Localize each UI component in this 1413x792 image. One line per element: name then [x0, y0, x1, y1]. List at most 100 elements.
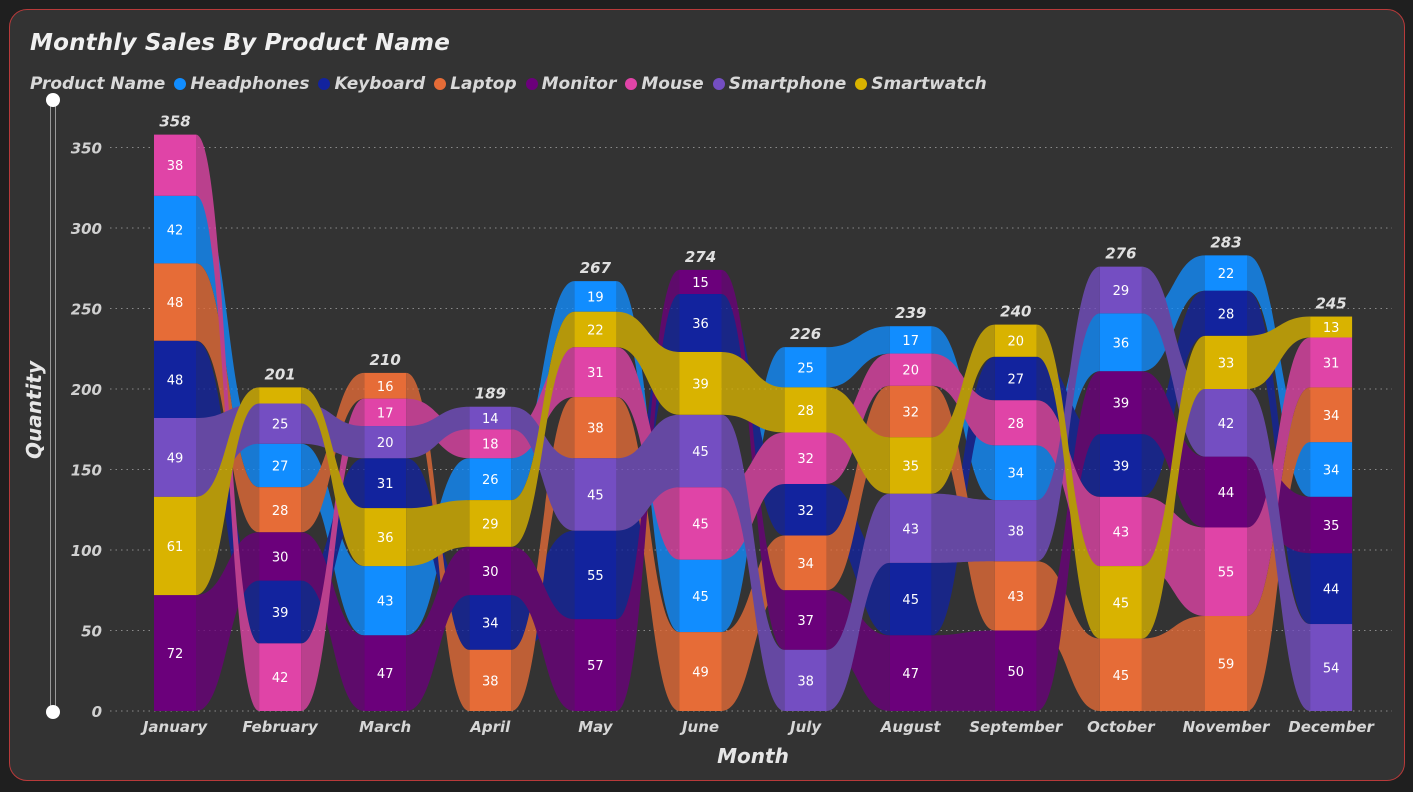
- bar-laptop[interactable]: [889, 385, 932, 438]
- bar-keyboard[interactable]: [679, 294, 722, 352]
- bar-smartwatch[interactable]: [574, 311, 617, 348]
- bar-smartwatch[interactable]: [1310, 316, 1353, 338]
- bar-laptop[interactable]: [1205, 616, 1247, 711]
- bar-monitor[interactable]: [1099, 371, 1142, 435]
- bar-mouse[interactable]: [994, 400, 1037, 446]
- bar-mouse[interactable]: [784, 432, 827, 484]
- bar-laptop[interactable]: [154, 263, 196, 341]
- bar-smartwatch[interactable]: [1205, 335, 1247, 389]
- bar-smartwatch[interactable]: [1099, 566, 1142, 639]
- bar-laptop[interactable]: [994, 561, 1037, 631]
- bar-keyboard[interactable]: [259, 580, 302, 644]
- bar-headphones[interactable]: [259, 443, 302, 488]
- bar-keyboard[interactable]: [1205, 290, 1247, 336]
- bar-keyboard[interactable]: [574, 530, 617, 620]
- bar-keyboard[interactable]: [364, 458, 407, 509]
- bar-smartwatch[interactable]: [154, 496, 196, 596]
- bar-mouse[interactable]: [154, 134, 196, 196]
- bar-keyboard[interactable]: [889, 562, 932, 636]
- bar-keyboard[interactable]: [1099, 434, 1142, 497]
- bar-mouse[interactable]: [1205, 527, 1247, 617]
- bar-mouse[interactable]: [364, 398, 407, 427]
- bar-monitor[interactable]: [574, 619, 617, 711]
- bar-smartphone[interactable]: [574, 458, 617, 531]
- data-label: 44: [1323, 583, 1340, 598]
- bar-monitor[interactable]: [889, 635, 932, 711]
- bar-monitor[interactable]: [1205, 456, 1247, 528]
- bar-smartphone[interactable]: [889, 493, 932, 563]
- bar-mouse[interactable]: [469, 429, 512, 459]
- bar-headphones[interactable]: [784, 347, 827, 388]
- legend-item-keyboard[interactable]: Keyboard: [318, 74, 425, 94]
- bar-smartwatch[interactable]: [679, 351, 722, 415]
- bar-smartphone[interactable]: [364, 426, 407, 459]
- legend-item-laptop[interactable]: Laptop: [434, 74, 517, 94]
- bar-smartphone[interactable]: [1310, 624, 1353, 711]
- bar-headphones[interactable]: [574, 281, 617, 312]
- bar-keyboard[interactable]: [469, 595, 512, 650]
- bar-smartwatch[interactable]: [994, 324, 1037, 357]
- bar-laptop[interactable]: [1310, 387, 1353, 443]
- bar-mouse[interactable]: [1099, 496, 1142, 567]
- x-tick-label: July: [787, 718, 822, 736]
- bar-headphones[interactable]: [889, 326, 932, 354]
- bar-monitor[interactable]: [154, 595, 196, 711]
- bar-laptop[interactable]: [469, 649, 512, 711]
- bar-monitor[interactable]: [469, 546, 512, 596]
- bar-smartphone[interactable]: [259, 403, 302, 444]
- bar-monitor[interactable]: [259, 532, 302, 581]
- bar-smartphone[interactable]: [679, 414, 722, 488]
- bar-smartphone[interactable]: [469, 406, 512, 430]
- bar-laptop[interactable]: [259, 487, 302, 533]
- bar-laptop[interactable]: [574, 397, 617, 459]
- bar-laptop[interactable]: [679, 632, 722, 711]
- legend-item-mouse[interactable]: Mouse: [625, 74, 704, 94]
- bar-mouse[interactable]: [259, 643, 302, 711]
- data-label: 57: [587, 659, 604, 674]
- bar-smartphone[interactable]: [1099, 266, 1142, 314]
- bar-keyboard[interactable]: [1310, 553, 1353, 625]
- bar-smartphone[interactable]: [784, 649, 827, 711]
- bar-laptop[interactable]: [1099, 638, 1142, 711]
- bar-mouse[interactable]: [1310, 337, 1353, 388]
- bar-smartwatch[interactable]: [469, 500, 512, 547]
- bar-monitor[interactable]: [1310, 496, 1353, 554]
- bar-monitor[interactable]: [784, 590, 827, 650]
- bar-laptop[interactable]: [364, 372, 407, 399]
- bar-headphones[interactable]: [154, 195, 196, 264]
- legend-item-smartphone[interactable]: Smartphone: [712, 74, 846, 94]
- bar-monitor[interactable]: [364, 635, 407, 711]
- bar-keyboard[interactable]: [994, 356, 1037, 401]
- bar-headphones[interactable]: [994, 445, 1037, 501]
- bar-headphones[interactable]: [364, 566, 407, 636]
- bar-smartwatch[interactable]: [364, 508, 407, 567]
- bar-smartphone[interactable]: [154, 417, 196, 497]
- bar-headphones[interactable]: [679, 559, 722, 633]
- slider-top-handle[interactable]: [46, 93, 60, 107]
- legend-item-smartwatch[interactable]: Smartwatch: [855, 74, 987, 94]
- bar-smartwatch[interactable]: [784, 387, 827, 433]
- bar-smartphone[interactable]: [994, 500, 1037, 562]
- slider-bottom-handle[interactable]: [46, 705, 60, 719]
- data-label: 28: [1008, 417, 1025, 432]
- bar-smartphone[interactable]: [1205, 389, 1247, 457]
- bar-headphones[interactable]: [1205, 255, 1247, 291]
- bar-monitor[interactable]: [679, 269, 722, 295]
- bar-headphones[interactable]: [1310, 442, 1353, 497]
- legend-item-headphones[interactable]: Headphones: [174, 74, 309, 94]
- bar-mouse[interactable]: [574, 347, 617, 398]
- data-label: 34: [1008, 467, 1025, 482]
- bar-keyboard[interactable]: [784, 483, 827, 536]
- legend-item-monitor[interactable]: Monitor: [525, 74, 616, 94]
- bar-smartwatch[interactable]: [889, 437, 932, 494]
- bar-keyboard[interactable]: [154, 340, 196, 418]
- bar-mouse[interactable]: [889, 353, 932, 386]
- bar-headphones[interactable]: [469, 458, 512, 501]
- bar-headphones[interactable]: [1099, 313, 1142, 372]
- bar-mouse[interactable]: [679, 487, 722, 560]
- data-label: 27: [272, 459, 289, 474]
- y-axis-zoom-slider[interactable]: [50, 100, 56, 712]
- bar-monitor[interactable]: [994, 630, 1037, 712]
- bar-smartwatch[interactable]: [259, 387, 302, 404]
- bar-laptop[interactable]: [784, 535, 827, 591]
